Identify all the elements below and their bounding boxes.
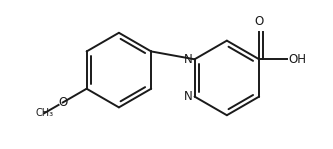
Text: O: O <box>58 96 68 109</box>
Text: N: N <box>184 53 192 66</box>
Text: CH₃: CH₃ <box>35 108 53 118</box>
Text: OH: OH <box>289 53 307 66</box>
Text: N: N <box>184 90 192 103</box>
Text: O: O <box>254 15 264 28</box>
